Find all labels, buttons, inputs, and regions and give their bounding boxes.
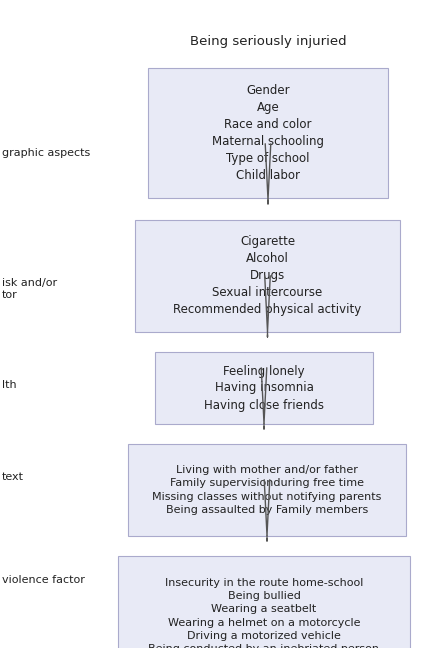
FancyBboxPatch shape [148,68,388,198]
Text: Being seriously injuried: Being seriously injuried [189,36,346,49]
Text: Living with mother and/or father
Family supervisionduring free time
Missing clas: Living with mother and/or father Family … [152,465,381,515]
Text: Insecurity in the route home-school
Being bullied
Wearing a seatbelt
Wearing a h: Insecurity in the route home-school Bein… [149,578,379,648]
Text: violence factor: violence factor [2,575,85,585]
Text: Feeling lonely
Having insomnia
Having close friends: Feeling lonely Having insomnia Having cl… [204,364,324,411]
Text: Cigarette
Alcohol
Drugs
Sexual intercourse
Recommended physical activity: Cigarette Alcohol Drugs Sexual intercour… [173,235,362,316]
FancyBboxPatch shape [128,444,406,536]
FancyBboxPatch shape [118,556,410,648]
Text: lth: lth [2,380,16,390]
Text: isk and/or
tor: isk and/or tor [2,278,57,299]
Text: text: text [2,472,24,482]
FancyBboxPatch shape [135,220,400,332]
FancyBboxPatch shape [155,352,373,424]
Text: Gender
Age
Race and color
Maternal schooling
Type of school
Child labor: Gender Age Race and color Maternal schoo… [212,84,324,182]
Text: graphic aspects: graphic aspects [2,148,90,158]
